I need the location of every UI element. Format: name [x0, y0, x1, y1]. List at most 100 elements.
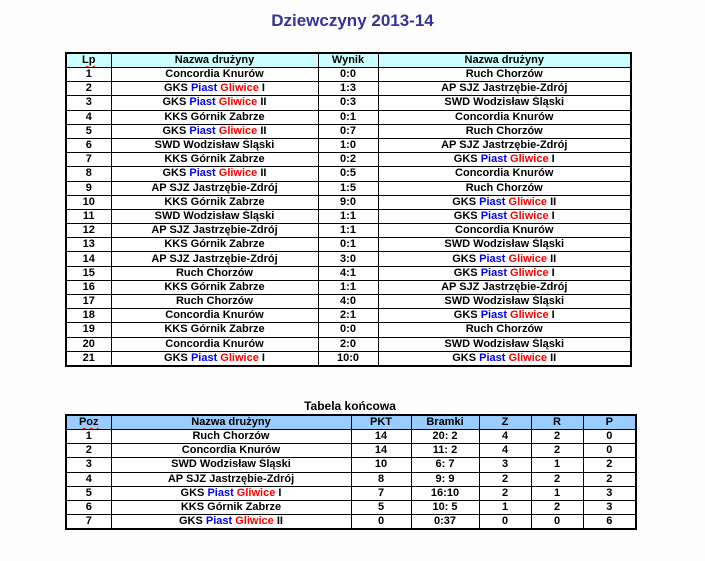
- final-cell: 6: [582, 514, 637, 530]
- results-cell: SWD Wodzisław Śląski: [377, 95, 632, 111]
- results-cell: KKS Górnik Zabrze: [110, 237, 319, 253]
- colored-word: Gliwice: [510, 309, 549, 322]
- results-cell: 11: [65, 208, 112, 225]
- final-cell: 11: 2: [410, 443, 480, 459]
- results-cell: GKS Piast Gliwice I: [377, 265, 632, 281]
- final-cell: 0: [582, 428, 637, 445]
- colored-word: Piast: [480, 153, 507, 166]
- results-cell: 18: [65, 308, 112, 324]
- colored-word: Gliwice: [510, 209, 549, 222]
- results-cell: AP SJZ Jastrzębie-Zdrój: [377, 137, 632, 154]
- final-cell: Ruch Chorzów: [110, 428, 352, 445]
- results-cell: 10:0: [317, 350, 379, 367]
- final-cell: 9: 9: [410, 471, 480, 487]
- results-cell: 0:0: [317, 322, 379, 338]
- results-cell: 21: [65, 350, 112, 367]
- final-column-header: P: [582, 414, 637, 430]
- results-table-header: Lp Nazwa drużyny Wynik Nazwa drużyny: [65, 52, 632, 68]
- results-cell: Ruch Chorzów: [110, 293, 319, 310]
- results-row: 6 SWD Wodzisław Śląski 1:0 AP SJZ Jastrzębi…: [65, 137, 632, 154]
- final-cell: Concordia Knurów: [110, 443, 352, 459]
- colored-word: Piast: [189, 96, 216, 109]
- results-cell: SWD Wodzisław Śląski: [110, 137, 319, 154]
- final-column-header: Poz: [65, 414, 112, 430]
- column-header-label: PKT: [370, 416, 392, 428]
- results-column-header: Nazwa drużyny: [377, 52, 632, 68]
- results-cell: GKS Piast Gliwice I: [377, 152, 632, 168]
- final-column-header: Bramki: [410, 414, 480, 430]
- results-cell: AP SJZ Jastrzębie-Zdrój: [377, 81, 632, 97]
- results-cell: 0:3: [317, 95, 379, 111]
- final-cell: GKS Piast Gliwice II: [110, 514, 352, 530]
- final-header-row: Poz Nazwa drużyny PKT Bramki Z R P: [65, 414, 637, 430]
- final-cell: 4: [65, 471, 112, 487]
- final-table-body: 1 Ruch Chorzów 14 20: 2 4 2 0 2 Concordia Knurów…: [65, 428, 637, 530]
- final-cell: 16:10: [410, 485, 480, 501]
- results-cell: 10: [65, 194, 112, 210]
- results-cell: 1:1: [317, 208, 379, 225]
- colored-word: Gliwice: [235, 515, 274, 528]
- results-cell: GKS Piast Gliwice II: [377, 251, 632, 267]
- results-cell: SWD Wodzisław Śląski: [377, 336, 632, 352]
- final-table-header: Poz Nazwa drużyny PKT Bramki Z R P: [65, 414, 637, 430]
- final-row: 5 GKS Piast Gliwice I 7 16:10 2 1 3: [65, 485, 637, 501]
- results-cell: KKS Górnik Zabrze: [110, 152, 319, 168]
- final-cell: 1: [478, 499, 532, 516]
- results-cell: AP SJZ Jastrzębie-Zdrój: [110, 223, 319, 239]
- column-header-label: Nazwa drużyny: [464, 54, 544, 66]
- colored-word: Gliwice: [218, 167, 258, 180]
- colored-word: Piast: [190, 351, 218, 364]
- column-header-label: Poz: [78, 416, 99, 428]
- results-cell: SWD Wodzisław Śląski: [377, 293, 632, 310]
- colored-word: Gliwice: [236, 486, 276, 499]
- final-cell: 2: [582, 457, 637, 473]
- column-header-label: Lp: [82, 54, 96, 66]
- results-cell: 0:7: [317, 123, 379, 139]
- final-cell: 5: [350, 499, 412, 516]
- results-cell: SWD Wodzisław Śląski: [377, 237, 632, 253]
- final-cell: 10: [350, 457, 412, 473]
- results-row: 4 KKS Górnik Zabrze 0:1 Concordia Knurów: [65, 109, 632, 125]
- final-cell: 3: [582, 485, 637, 501]
- results-row: 18 Concordia Knurów 2:1 GKS Piast Gliwice I: [65, 308, 632, 324]
- final-cell: 8: [350, 471, 412, 487]
- results-cell: Concordia Knurów: [377, 166, 632, 182]
- results-row: 2 GKS Piast Gliwice I 1:3 AP SJZ Jastrzębie…: [65, 81, 632, 97]
- results-cell: GKS Piast Gliwice I: [110, 350, 319, 367]
- final-cell: 4: [478, 428, 532, 445]
- final-cell: 3: [582, 499, 637, 516]
- results-cell: Concordia Knurów: [377, 223, 632, 239]
- results-cell: 15: [65, 265, 112, 281]
- final-cell: 2: [530, 499, 584, 516]
- colored-word: Gliwice: [220, 82, 259, 95]
- results-cell: 19: [65, 322, 112, 338]
- final-cell: 2: [530, 428, 584, 445]
- colored-word: Gliwice: [510, 266, 549, 279]
- colored-word: Piast: [479, 351, 506, 364]
- results-cell: 9: [65, 180, 112, 196]
- results-cell: GKS Piast Gliwice I: [377, 308, 632, 324]
- colored-word: Piast: [205, 515, 233, 528]
- final-cell: KKS Górnik Zabrze: [110, 499, 352, 516]
- final-cell: 5: [65, 485, 112, 501]
- results-row: 8 GKS Piast Gliwice II 0:5 Concordia Knurów: [65, 166, 632, 182]
- colored-word: Gliwice: [218, 96, 258, 109]
- results-row: 7 KKS Górnik Zabrze 0:2 GKS Piast Gliwice I: [65, 152, 632, 168]
- colored-word: Gliwice: [508, 351, 548, 364]
- results-cell: 3:0: [317, 251, 379, 267]
- colored-word: Piast: [480, 266, 507, 279]
- final-cell: 2: [478, 485, 532, 501]
- final-cell: 6: [65, 499, 112, 516]
- results-cell: 1:1: [317, 279, 379, 296]
- results-cell: Concordia Knurów: [377, 109, 632, 125]
- results-cell: 3: [65, 95, 112, 111]
- results-cell: GKS Piast Gliwice II: [110, 95, 319, 111]
- results-cell: 20: [65, 336, 112, 352]
- colored-word: Gliwice: [508, 252, 548, 265]
- colored-word: Piast: [189, 124, 216, 137]
- results-cell: 1:3: [317, 81, 379, 97]
